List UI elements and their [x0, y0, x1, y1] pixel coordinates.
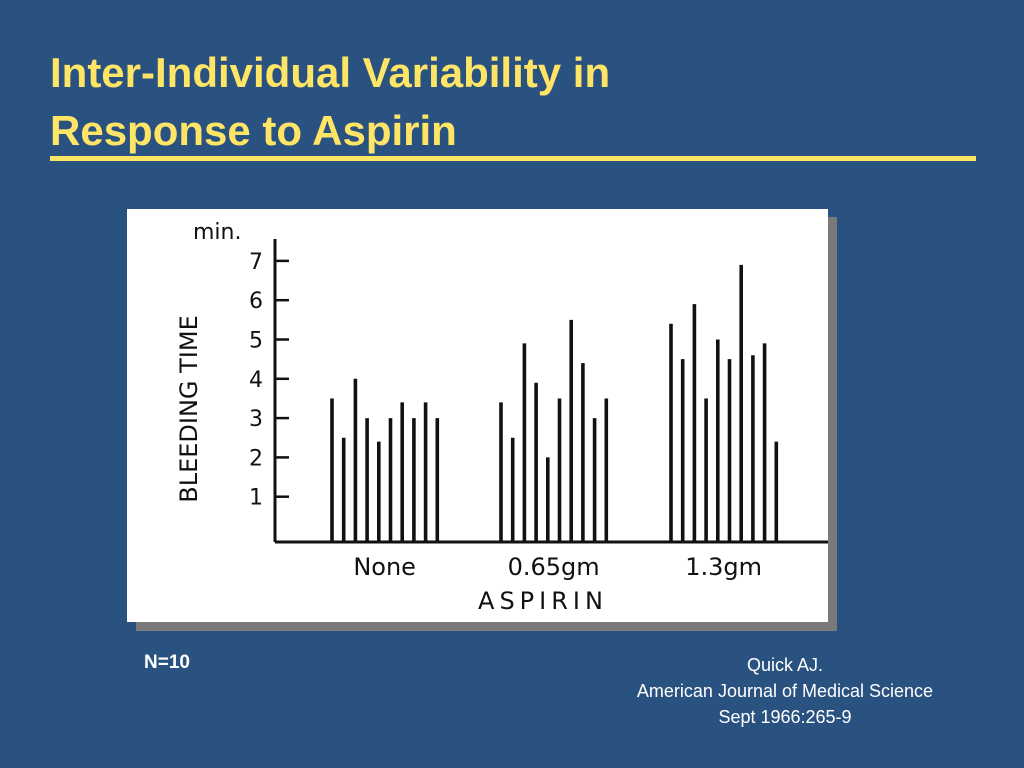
y-unit-label: min.	[193, 220, 241, 245]
citation-journal: American Journal of Medical Science	[636, 681, 934, 701]
x-tick-labels: None 0.65gm 1.3gm	[353, 553, 762, 581]
x-tick-label: None	[353, 553, 416, 581]
sample-size-note: N=10	[144, 652, 190, 673]
bleeding-time-chart: 1 2 3 4 5 6 7 None 0.65gm 1.3gm min. BLEEDING TI…	[175, 220, 828, 615]
title-line-2: Response to Aspirin	[50, 107, 457, 154]
y-tick-label: 2	[249, 446, 263, 471]
title-line-1: Inter-Individual Variability in	[50, 49, 611, 96]
y-tick-label: 7	[249, 250, 263, 275]
x-axis-label: ASPIRIN	[478, 587, 608, 615]
y-tick-label: 5	[249, 329, 263, 354]
chart-axes	[273, 239, 828, 544]
y-tick-label: 6	[249, 289, 263, 314]
y-axis-label: BLEEDING TIME	[175, 315, 203, 503]
y-tick-label: 1	[249, 486, 263, 511]
y-tick-label: 4	[249, 368, 263, 393]
title-underline	[50, 156, 976, 161]
citation: Quick AJ. American Journal of Medical Sc…	[560, 652, 1010, 730]
y-tick-label: 3	[249, 407, 263, 432]
x-tick-label: 1.3gm	[685, 553, 762, 581]
slide-title: Inter-Individual Variability in Response…	[50, 44, 950, 160]
citation-date: Sept 1966:265-9	[718, 707, 852, 727]
citation-author: Quick AJ.	[746, 655, 824, 675]
bar-marks	[330, 264, 779, 542]
x-tick-label: 0.65gm	[508, 553, 600, 581]
chart-panel: 1 2 3 4 5 6 7 None 0.65gm 1.3gm min. BLEEDING TI…	[127, 209, 828, 622]
y-ticks: 1 2 3 4 5 6 7	[249, 250, 289, 511]
